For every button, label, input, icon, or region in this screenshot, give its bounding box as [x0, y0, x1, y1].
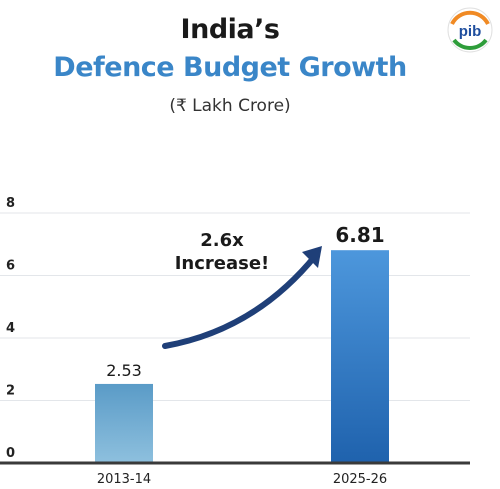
bar-2013-14: [95, 383, 153, 463]
pib-logo-icon: pib: [447, 7, 493, 53]
data-label: 2.53: [106, 361, 142, 380]
pib-logo-text: pib: [459, 23, 482, 40]
bar-2025-26: [331, 250, 389, 463]
annotation-line2: Increase!: [175, 253, 270, 274]
increase-arrow: [162, 252, 319, 349]
chart-title-line1: India’s: [180, 14, 280, 45]
chart-title-line2: Defence Budget Growth: [53, 52, 407, 83]
y-tick-label: 2: [6, 384, 15, 399]
y-tick-label: 6: [6, 259, 15, 274]
y-tick-label: 4: [6, 321, 15, 336]
data-label: 6.81: [335, 223, 384, 247]
x-tick-label: 2013-14: [97, 472, 151, 487]
y-tick-label: 8: [6, 196, 15, 211]
increase-arrow-head: [302, 246, 322, 268]
chart-subtitle: (₹ Lakh Crore): [169, 96, 291, 116]
annotation-line1: 2.6x: [200, 230, 244, 251]
x-tick-label: 2025-26: [333, 472, 387, 487]
y-tick-label: 0: [6, 446, 15, 461]
